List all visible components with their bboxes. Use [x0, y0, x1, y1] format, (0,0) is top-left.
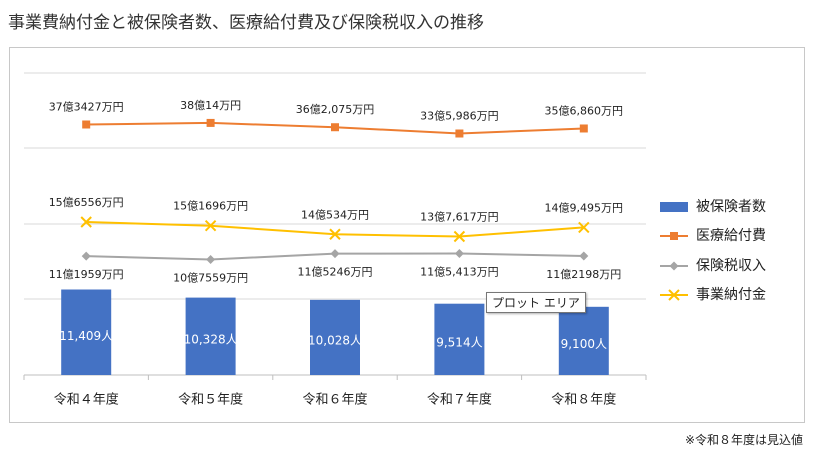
tax-data-label: 11億2198万円 — [546, 268, 621, 281]
x-tick-label: 令和８年度 — [551, 392, 616, 408]
medical-data-label: 36億2,075万円 — [296, 103, 375, 116]
legend-label-insured: 被保険者数 — [696, 199, 766, 215]
legend-label-tax: 保険税収入 — [696, 258, 766, 274]
marker-tax[interactable] — [579, 251, 589, 261]
medical-data-label: 37億3427万円 — [49, 101, 124, 114]
tax-data-label: 11億1959万円 — [49, 268, 124, 281]
bar-data-label: 11,409人 — [59, 329, 113, 343]
marker-tax[interactable] — [206, 255, 216, 264]
plot-area-tooltip: プロット エリア — [486, 292, 586, 313]
marker-medical[interactable] — [82, 120, 91, 129]
payment-data-label: 14億9,495万円 — [545, 201, 624, 214]
tax-data-label: 11億5,413万円 — [420, 265, 499, 278]
marker-tax[interactable] — [454, 248, 464, 258]
marker-payment[interactable] — [453, 230, 466, 243]
bar-data-label: 10,328人 — [184, 333, 238, 347]
medical-data-label: 35億6,860万円 — [545, 104, 624, 117]
marker-medical[interactable] — [455, 129, 464, 138]
x-tick-label: 令和４年度 — [54, 392, 119, 408]
bar-insured[interactable] — [61, 289, 112, 376]
marker-payment[interactable] — [578, 221, 590, 234]
legend-marker-tax — [669, 261, 679, 271]
marker-medical[interactable] — [206, 118, 215, 127]
chart-title: 事業費納付金と被保険者数、医療給付費及び保険税収入の推移 — [8, 13, 484, 33]
marker-tax[interactable] — [330, 249, 340, 259]
medical-data-label: 33億5,986万円 — [420, 110, 499, 123]
marker-medical[interactable] — [579, 124, 588, 133]
x-tick-label: 令和７年度 — [427, 392, 492, 408]
legend-marker-payment — [668, 289, 680, 301]
bar-data-label: 9,100人 — [561, 337, 607, 351]
x-tick-label: 令和６年度 — [302, 392, 367, 408]
legend-label-payment: 事業納付金 — [696, 287, 766, 303]
marker-tax[interactable] — [81, 251, 91, 261]
legend-marker-medical — [670, 232, 678, 240]
payment-data-label: 14億534万円 — [301, 208, 369, 221]
bar-data-label: 10,028人 — [308, 334, 362, 348]
bar-insured[interactable] — [310, 299, 360, 375]
legend-swatch-insured — [660, 202, 688, 212]
footnote: ※令和８年度は見込値 — [684, 433, 803, 447]
bar-insured[interactable] — [434, 303, 485, 375]
bar-insured[interactable] — [558, 306, 609, 375]
marker-payment[interactable] — [329, 228, 341, 240]
legend-label-medical: 医療給付費 — [696, 227, 766, 244]
marker-medical[interactable] — [331, 123, 339, 132]
payment-data-label: 13億7,617万円 — [420, 210, 499, 223]
bar-insured[interactable] — [185, 297, 236, 375]
bar-data-label: 9,514人 — [436, 335, 482, 349]
tax-data-label: 10億7559万円 — [173, 272, 248, 285]
payment-data-label: 15億1696万円 — [173, 200, 248, 213]
marker-payment[interactable] — [80, 216, 92, 228]
medical-data-label: 38億14万円 — [180, 99, 241, 112]
x-tick-label: 令和５年度 — [178, 392, 243, 408]
payment-data-label: 15億6556万円 — [49, 196, 124, 209]
marker-payment[interactable] — [204, 220, 217, 232]
tax-data-label: 11億5246万円 — [298, 266, 373, 279]
